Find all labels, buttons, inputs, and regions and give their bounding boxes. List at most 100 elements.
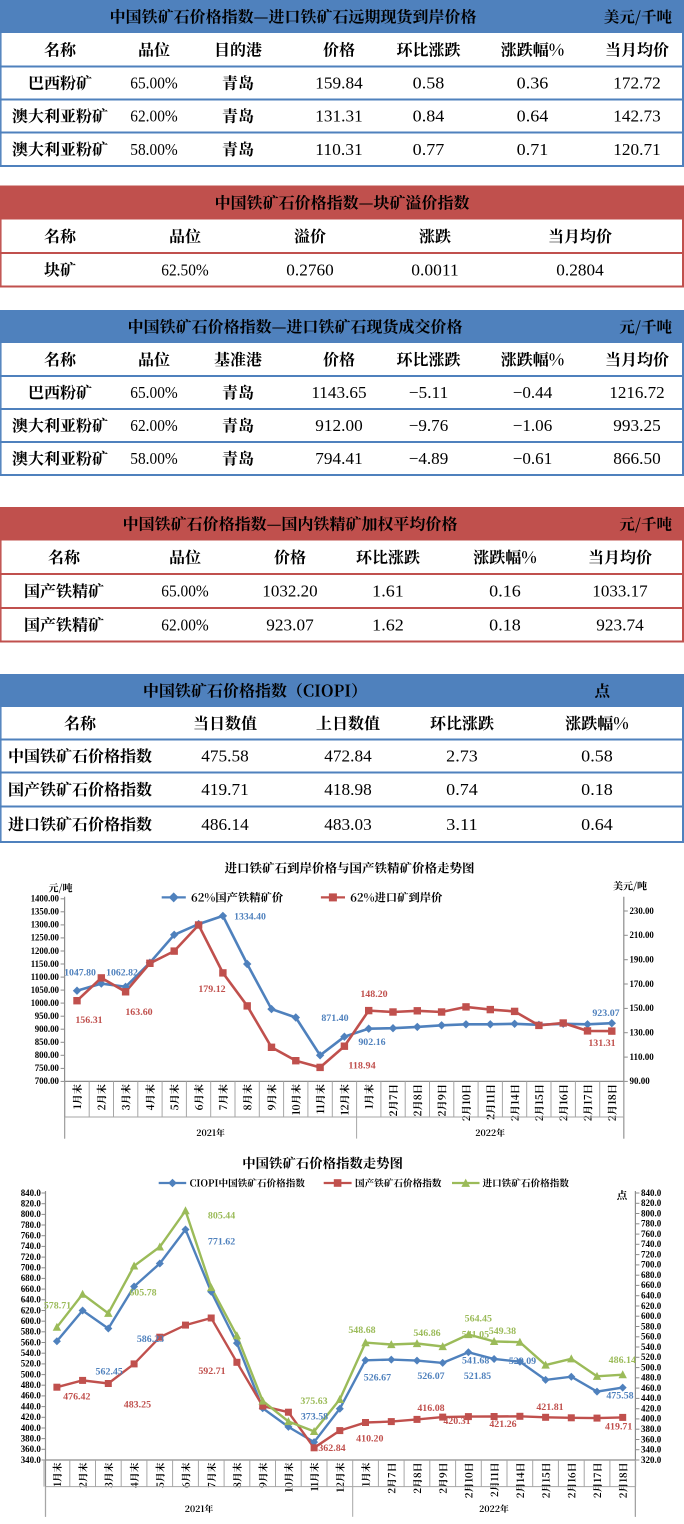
svg-text:475.58: 475.58 [606, 1392, 634, 1402]
svg-text:780.0: 780.0 [21, 1221, 42, 1231]
svg-text:65.00%: 65.00% [130, 74, 177, 93]
svg-text:62.00%: 62.00% [161, 615, 208, 634]
svg-text:700.0: 700.0 [21, 1264, 42, 1274]
svg-text:923.07: 923.07 [592, 1009, 620, 1019]
svg-text:419.71: 419.71 [201, 780, 248, 799]
svg-text:2.73: 2.73 [446, 747, 478, 766]
svg-text:460.0: 460.0 [641, 1384, 662, 1394]
svg-text:546.86: 546.86 [413, 1329, 441, 1339]
svg-text:0.18: 0.18 [581, 780, 613, 799]
svg-text:800.0: 800.0 [21, 1210, 42, 1220]
svg-text:420.31: 420.31 [443, 1417, 471, 1427]
svg-text:549.38: 549.38 [489, 1327, 517, 1337]
svg-text:65.00%: 65.00% [130, 383, 177, 402]
svg-text:480.0: 480.0 [641, 1374, 662, 1384]
svg-text:172.72: 172.72 [613, 74, 660, 93]
svg-text:820.0: 820.0 [641, 1199, 662, 1209]
svg-text:340.0: 340.0 [21, 1456, 42, 1466]
svg-text:912.00: 912.00 [315, 416, 362, 435]
svg-text:65.00%: 65.00% [161, 582, 208, 601]
svg-text:419.71: 419.71 [605, 1423, 633, 1433]
svg-text:541.68: 541.68 [462, 1357, 490, 1367]
svg-text:380.0: 380.0 [641, 1425, 662, 1435]
svg-text:483.03: 483.03 [324, 815, 371, 834]
svg-text:0.0011: 0.0011 [411, 260, 458, 279]
svg-text:750.00: 750.00 [35, 1064, 60, 1074]
svg-text:500.0: 500.0 [641, 1363, 662, 1373]
svg-text:740.0: 740.0 [21, 1242, 42, 1252]
svg-text:420.0: 420.0 [21, 1413, 42, 1423]
svg-text:640.0: 640.0 [21, 1296, 42, 1306]
svg-text:794.41: 794.41 [315, 449, 362, 468]
svg-text:900.00: 900.00 [35, 1025, 60, 1035]
svg-text:362.84: 362.84 [318, 1444, 346, 1454]
svg-text:564.45: 564.45 [465, 1315, 493, 1325]
svg-text:1200.00: 1200.00 [31, 947, 60, 957]
svg-text:400.0: 400.0 [641, 1415, 662, 1425]
svg-text:190.00: 190.00 [630, 956, 655, 966]
svg-text:0.64: 0.64 [517, 107, 549, 126]
svg-text:600.0: 600.0 [641, 1312, 662, 1322]
svg-text:0.36: 0.36 [517, 74, 549, 93]
svg-text:840.0: 840.0 [641, 1189, 662, 1199]
svg-text:−0.61: −0.61 [513, 449, 553, 468]
svg-text:0.16: 0.16 [489, 582, 521, 601]
svg-text:110.31: 110.31 [315, 140, 362, 159]
svg-text:923.74: 923.74 [596, 615, 644, 634]
svg-text:740.0: 740.0 [641, 1240, 662, 1250]
svg-text:562.45: 562.45 [96, 1368, 124, 1378]
svg-text:0.58: 0.58 [581, 747, 613, 766]
svg-text:400.0: 400.0 [21, 1424, 42, 1434]
svg-text:720.0: 720.0 [641, 1250, 662, 1260]
svg-text:871.40: 871.40 [321, 1014, 349, 1024]
svg-text:460.0: 460.0 [21, 1392, 42, 1402]
svg-text:421.81: 421.81 [536, 1403, 564, 1413]
svg-text:0.77: 0.77 [413, 140, 445, 159]
svg-text:110.00: 110.00 [630, 1053, 655, 1063]
svg-text:923.07: 923.07 [266, 615, 314, 634]
svg-text:3.11: 3.11 [446, 815, 478, 834]
svg-text:62.00%: 62.00% [130, 416, 177, 435]
svg-text:680.0: 680.0 [21, 1274, 42, 1284]
svg-text:771.62: 771.62 [208, 1238, 236, 1248]
svg-text:580.0: 580.0 [641, 1322, 662, 1332]
svg-text:−4.89: −4.89 [409, 449, 449, 468]
svg-text:780.0: 780.0 [641, 1220, 662, 1230]
svg-text:373.58: 373.58 [301, 1413, 329, 1423]
svg-text:62.50%: 62.50% [161, 260, 208, 279]
svg-text:1.61: 1.61 [372, 582, 404, 601]
svg-text:592.71: 592.71 [198, 1367, 226, 1377]
svg-text:720.0: 720.0 [21, 1253, 42, 1263]
svg-text:840.0: 840.0 [21, 1189, 42, 1199]
svg-text:440.0: 440.0 [21, 1402, 42, 1412]
svg-text:120.71: 120.71 [613, 140, 660, 159]
svg-text:−0.44: −0.44 [513, 383, 553, 402]
svg-text:1216.72: 1216.72 [609, 383, 664, 402]
svg-text:130.00: 130.00 [630, 1029, 655, 1039]
svg-text:150.00: 150.00 [630, 1004, 655, 1014]
svg-text:620.0: 620.0 [641, 1302, 662, 1312]
svg-text:142.73: 142.73 [613, 107, 660, 126]
svg-text:163.60: 163.60 [125, 1008, 153, 1018]
svg-text:520.0: 520.0 [641, 1353, 662, 1363]
svg-text:700.0: 700.0 [641, 1261, 662, 1271]
svg-text:1400.00: 1400.00 [31, 895, 60, 905]
svg-text:605.78: 605.78 [129, 1289, 157, 1299]
svg-text:418.98: 418.98 [324, 780, 371, 799]
svg-text:950.00: 950.00 [35, 1012, 60, 1022]
svg-text:1100.00: 1100.00 [31, 973, 60, 983]
svg-text:800.0: 800.0 [641, 1209, 662, 1219]
svg-text:159.84: 159.84 [315, 74, 363, 93]
svg-text:170.00: 170.00 [630, 980, 655, 990]
svg-text:90.00: 90.00 [630, 1077, 651, 1087]
svg-text:850.00: 850.00 [35, 1038, 60, 1048]
svg-text:380.0: 380.0 [21, 1434, 42, 1444]
svg-text:486.14: 486.14 [201, 815, 249, 834]
svg-text:521.85: 521.85 [464, 1372, 492, 1382]
svg-text:360.0: 360.0 [21, 1445, 42, 1455]
svg-text:472.84: 472.84 [324, 747, 372, 766]
svg-text:1300.00: 1300.00 [31, 921, 60, 931]
svg-text:993.25: 993.25 [613, 416, 660, 435]
svg-text:131.31: 131.31 [315, 107, 362, 126]
svg-text:375.63: 375.63 [300, 1397, 328, 1407]
